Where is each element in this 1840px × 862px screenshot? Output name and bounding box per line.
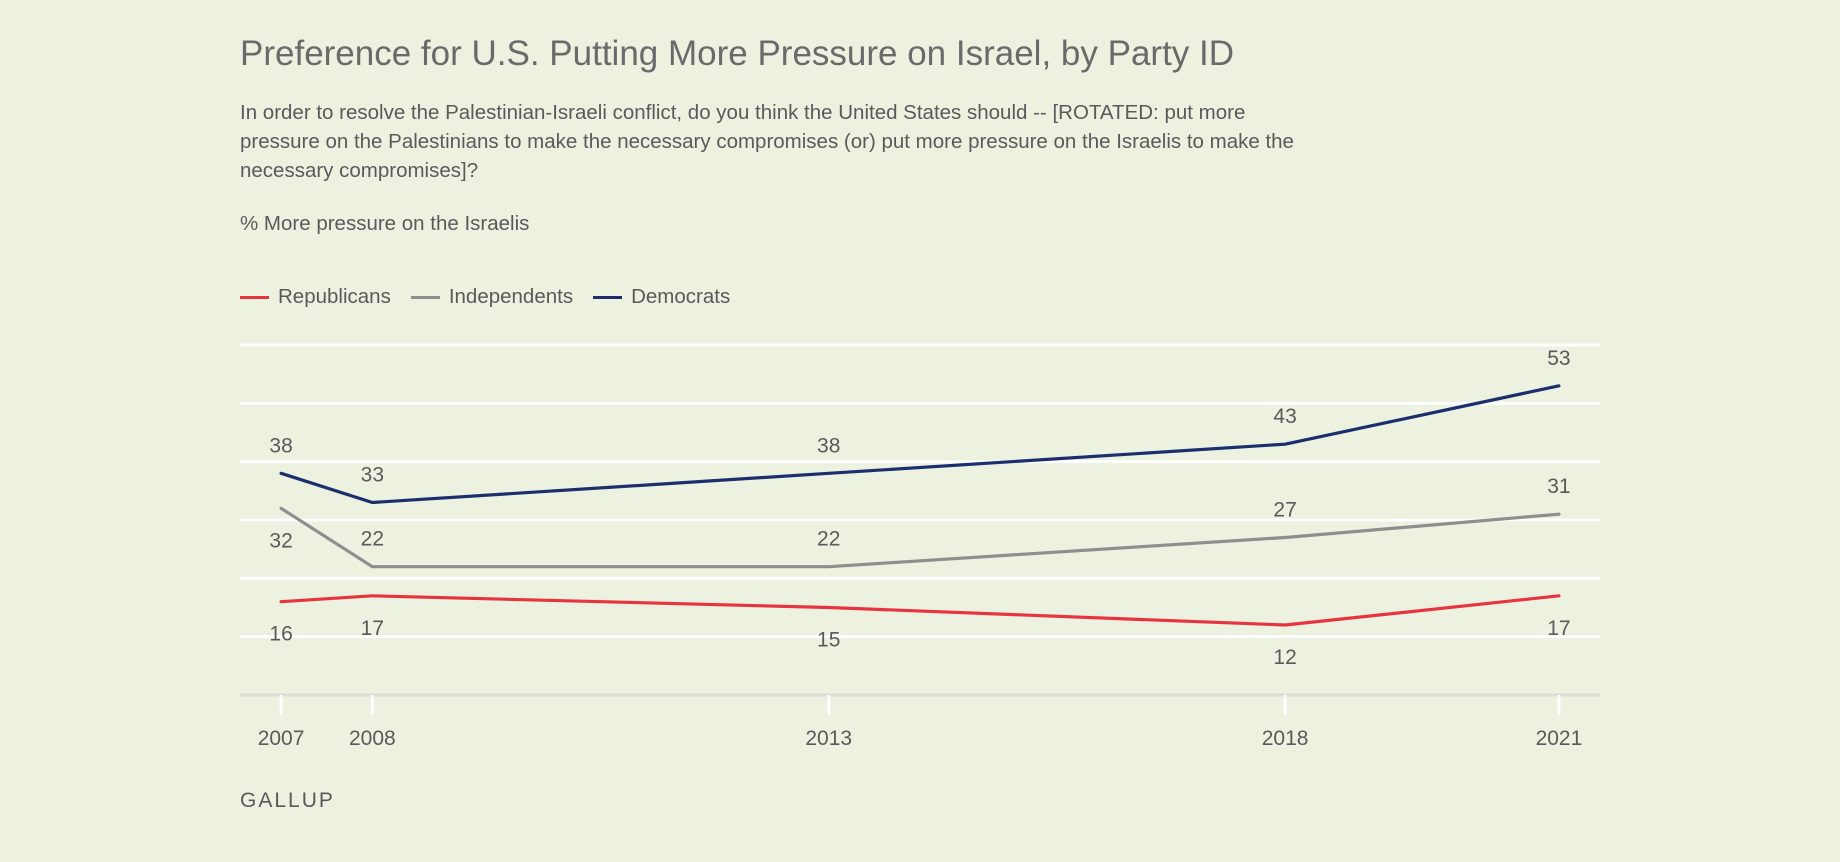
data-label-independents-2008: 22	[361, 528, 384, 551]
legend-label-independents: Independents	[448, 285, 574, 308]
data-label-republicans-2007: 16	[269, 623, 292, 646]
survey-question: In order to resolve the Palestinian-Isra…	[240, 101, 1294, 182]
data-label-independents-2018: 27	[1273, 499, 1296, 522]
legend-item-democrats: Democrats	[593, 285, 730, 309]
legend-swatch-republicans	[240, 295, 269, 299]
series-line-independents	[279, 506, 1561, 569]
data-label-independents-2013: 22	[817, 528, 840, 551]
source-logo: GALLUP	[240, 789, 335, 812]
series-line-republicans	[279, 594, 1561, 627]
legend-label-republicans: Republicans	[278, 285, 391, 308]
legend-label-democrats: Democrats	[631, 285, 731, 308]
data-label-republicans-2008: 17	[361, 617, 384, 640]
x-tick-label-2007: 2007	[258, 727, 305, 750]
legend: Republicans Independents Democrats	[240, 285, 750, 309]
data-label-democrats-2018: 43	[1273, 405, 1296, 428]
data-label-independents-2021: 31	[1547, 475, 1570, 498]
data-label-republicans-2021: 17	[1547, 617, 1570, 640]
data-label-democrats-2021: 53	[1547, 347, 1570, 370]
chart-title: Preference for U.S. Putting More Pressur…	[240, 34, 1235, 73]
legend-swatch-independents	[410, 295, 440, 299]
x-axis: 2007 2008 2013 2018 2021	[240, 693, 1600, 750]
data-label-republicans-2013: 15	[817, 629, 840, 652]
data-labels: 16 17 15 12 17 32 22 22 27 31 38 33 38 43 53	[269, 347, 1570, 669]
x-tick-label-2021: 2021	[1536, 727, 1583, 750]
data-label-independents-2007: 32	[269, 529, 292, 552]
data-label-democrats-2007: 38	[269, 434, 292, 457]
series-line-democrats	[279, 384, 1561, 505]
x-tick-label-2013: 2013	[805, 727, 852, 750]
metric-label: % More pressure on the Israelis	[240, 212, 530, 235]
legend-item-independents: Independents	[410, 285, 574, 309]
legend-swatch-democrats	[593, 295, 623, 299]
legend-item-republicans: Republicans	[240, 285, 391, 309]
data-label-republicans-2018: 12	[1273, 646, 1296, 669]
gridlines	[240, 343, 1600, 639]
x-tick-label-2008: 2008	[349, 727, 396, 750]
x-tick-label-2018: 2018	[1262, 727, 1309, 750]
series-lines	[279, 384, 1561, 627]
data-label-democrats-2008: 33	[361, 464, 384, 487]
data-label-democrats-2013: 38	[817, 434, 840, 457]
